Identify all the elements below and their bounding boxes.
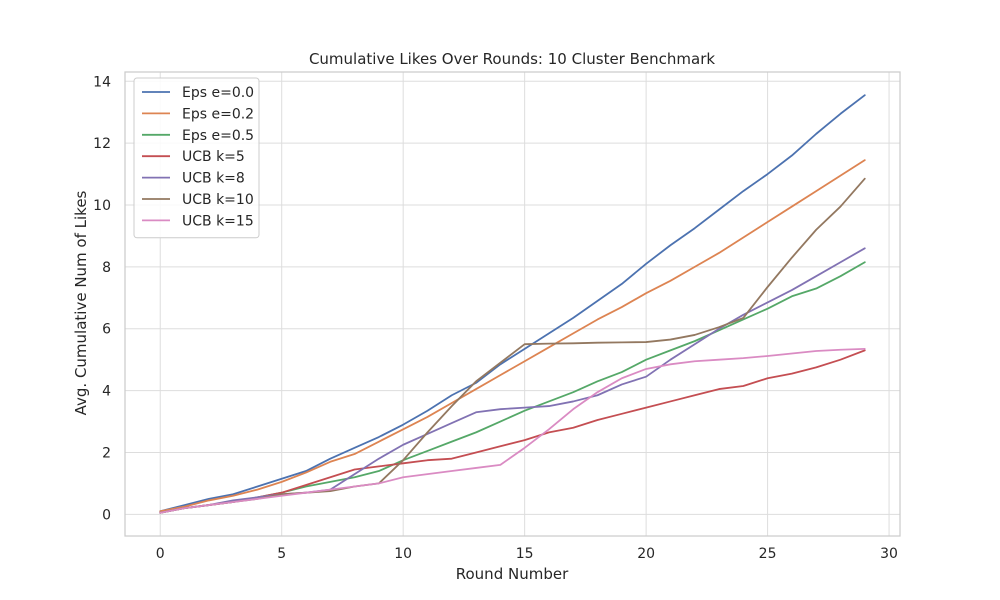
y-axis-label: Avg. Cumulative Num of Likes: [72, 190, 90, 415]
series-line: [159, 159, 866, 513]
x-tick-label: 30: [880, 546, 898, 562]
legend-label: Eps e=0.0: [182, 85, 254, 101]
series-lines: [159, 94, 866, 514]
x-axis-label: Round Number: [456, 565, 569, 583]
x-tick-label: 10: [394, 546, 412, 562]
x-tick-label: 5: [277, 546, 286, 562]
series-line: [159, 177, 866, 514]
chart-title: Cumulative Likes Over Rounds: 10 Cluster…: [309, 50, 715, 68]
legend-label: UCB k=8: [182, 171, 245, 187]
y-tick-label: 4: [102, 384, 111, 400]
legend-label: Eps e=0.5: [182, 128, 254, 144]
y-tick-label: 8: [102, 260, 111, 276]
y-tick-label: 12: [93, 136, 111, 152]
legend-label: Eps e=0.2: [182, 106, 254, 122]
series-line: [159, 349, 866, 514]
y-tick-label: 0: [102, 507, 111, 523]
x-tick-label: 0: [156, 546, 165, 562]
series-line: [159, 94, 866, 513]
legend-label: UCB k=15: [182, 213, 254, 229]
legend: Eps e=0.0 Eps e=0.2 Eps e=0.5 UCB k=5 UCB k=…: [133, 77, 260, 239]
y-tick-label: 6: [102, 322, 111, 338]
x-tick-label: 20: [637, 546, 655, 562]
y-tick-label: 14: [93, 74, 111, 90]
plot-frame: [124, 71, 901, 537]
tick-labels: 0 5 10 15 20 25 30 0 2 4 6 8 10 12 14: [93, 74, 898, 562]
y-tick-label: 2: [102, 445, 111, 461]
series-line: [159, 347, 866, 514]
legend-box: [133, 77, 260, 239]
y-tick-label: 10: [93, 198, 111, 214]
x-tick-label: 25: [759, 546, 777, 562]
x-tick-label: 15: [516, 546, 534, 562]
legend-label: UCB k=5: [182, 149, 245, 165]
grid: [125, 72, 900, 536]
legend-label: UCB k=10: [182, 192, 254, 208]
